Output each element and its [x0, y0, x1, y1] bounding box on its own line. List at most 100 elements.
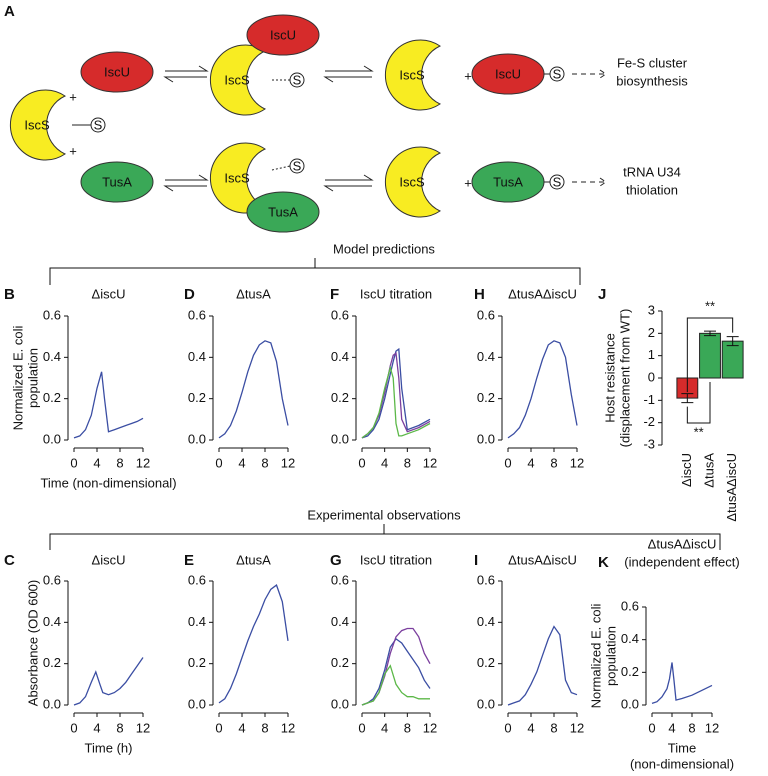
protein-shape — [9, 89, 67, 161]
protein-label: IscS — [224, 72, 250, 87]
y-tick-label: 0.4 — [331, 349, 349, 364]
x-tick-label: 0 — [70, 720, 77, 735]
protein-label: IscU — [104, 64, 130, 79]
outcome-label: biosynthesis — [616, 73, 688, 88]
y-tick-label: 0.4 — [188, 614, 206, 629]
sulfur-label: S — [553, 174, 562, 189]
connector — [271, 165, 291, 171]
y-tick-label: 0.6 — [331, 307, 349, 322]
y-tick-label: 0.2 — [477, 390, 495, 405]
panel-title: ΔtusAΔiscU — [508, 286, 577, 301]
x-tick-label: 4 — [93, 720, 100, 735]
protein-shape — [209, 44, 267, 116]
bracket — [49, 258, 581, 285]
y-tick-label: 0.2 — [331, 390, 349, 405]
x-tick-label: 8 — [404, 720, 411, 735]
x-tick-label: 0 — [70, 455, 77, 470]
panel-label: E — [184, 552, 194, 569]
x-tick-label: 4 — [238, 720, 245, 735]
panel-title: ΔtusAΔiscU — [508, 552, 577, 567]
significance-label: ** — [694, 424, 704, 439]
y-axis-label: Host resistance — [602, 333, 617, 423]
protein-shape — [80, 161, 154, 203]
x-tick-label: 12 — [570, 720, 584, 735]
y-tick-label: -2 — [643, 414, 655, 429]
y-tick-label: 0.4 — [188, 349, 206, 364]
iscs-protein: IscS — [209, 142, 267, 214]
x-tick-label: 0 — [358, 720, 365, 735]
outcome-label: tRNA U34 — [623, 164, 681, 179]
x-tick-label: 0 — [648, 720, 655, 735]
x-tick-label: 8 — [261, 720, 268, 735]
y-axis-label: Normalized E. coli — [10, 326, 25, 431]
panel-label: J — [598, 286, 606, 303]
y-tick-label: 1 — [648, 347, 655, 362]
x-tick-label: 8 — [550, 720, 557, 735]
equilibrium-arrow — [323, 174, 374, 192]
plus-sign: + — [464, 175, 472, 190]
data-line — [218, 340, 289, 439]
protein-shape — [209, 142, 267, 214]
y-tick-label: 0.4 — [477, 349, 495, 364]
protein-label: TusA — [102, 174, 132, 189]
y-tick-label: 0.0 — [477, 431, 495, 446]
outcome-label: thiolation — [626, 182, 678, 197]
protein-label: IscU — [495, 66, 521, 81]
panel-title: ΔtusAΔiscU — [648, 536, 717, 551]
panel-label: G — [330, 552, 342, 569]
y-tick-label: 0.2 — [331, 655, 349, 670]
y-tick-label: 0.2 — [43, 655, 61, 670]
equilibrium-arrow — [163, 174, 209, 192]
x-tick-label: 4 — [381, 720, 388, 735]
x-axis-label: (non-dimensional) — [630, 756, 734, 771]
protein-shape — [384, 39, 442, 111]
error-bar — [704, 330, 716, 337]
panel-title: IscU titration — [360, 552, 432, 567]
x-tick-label: ΔtusA — [701, 453, 716, 488]
x-tick-label: 12 — [136, 455, 150, 470]
protein-label: IscS — [224, 170, 250, 185]
data-line — [651, 662, 713, 705]
x-tick-label: 4 — [668, 720, 675, 735]
panel-label: B — [4, 286, 15, 303]
significance-bracket — [686, 382, 711, 424]
y-axis-label: population — [603, 626, 618, 686]
x-tick-label: 0 — [215, 720, 222, 735]
x-tick-label: 4 — [381, 455, 388, 470]
section-title: Experimental observations — [307, 507, 461, 522]
panel-label: K — [598, 554, 609, 571]
error-bar — [726, 336, 739, 347]
sulfur-label: S — [293, 72, 302, 87]
y-tick-label: 0.6 — [621, 598, 639, 613]
panel-label: D — [184, 286, 195, 303]
protein-label: IscS — [24, 117, 50, 132]
error-bar — [681, 393, 694, 404]
y-tick-label: 0.4 — [43, 349, 61, 364]
x-tick-label: 4 — [93, 455, 100, 470]
significance-label: ** — [705, 298, 715, 313]
panel-label: I — [474, 552, 478, 569]
x-tick-label: 8 — [688, 720, 695, 735]
y-tick-label: 0.4 — [331, 614, 349, 629]
x-tick-label: 8 — [550, 455, 557, 470]
panel-title: (independent effect) — [624, 554, 739, 569]
y-tick-label: 0 — [648, 369, 655, 384]
y-tick-label: 0.6 — [43, 307, 61, 322]
sulfur-atom — [90, 117, 106, 133]
protein-shape — [80, 51, 154, 93]
y-tick-label: 0.0 — [188, 431, 206, 446]
x-tick-label: 0 — [215, 455, 222, 470]
y-tick-label: 0.2 — [621, 664, 639, 679]
x-axis-label: Time — [668, 740, 696, 755]
protein-label: TusA — [268, 204, 298, 219]
y-tick-label: 2 — [648, 325, 655, 340]
x-tick-label: 12 — [136, 720, 150, 735]
y-tick-label: 0.2 — [477, 655, 495, 670]
x-tick-label: 12 — [281, 455, 295, 470]
x-axis-label: Time (non-dimensional) — [40, 475, 176, 490]
panel-title: ΔtusA — [236, 286, 271, 301]
x-tick-label: 12 — [423, 455, 437, 470]
y-tick-label: 0.0 — [188, 696, 206, 711]
significance-bracket — [686, 317, 734, 393]
